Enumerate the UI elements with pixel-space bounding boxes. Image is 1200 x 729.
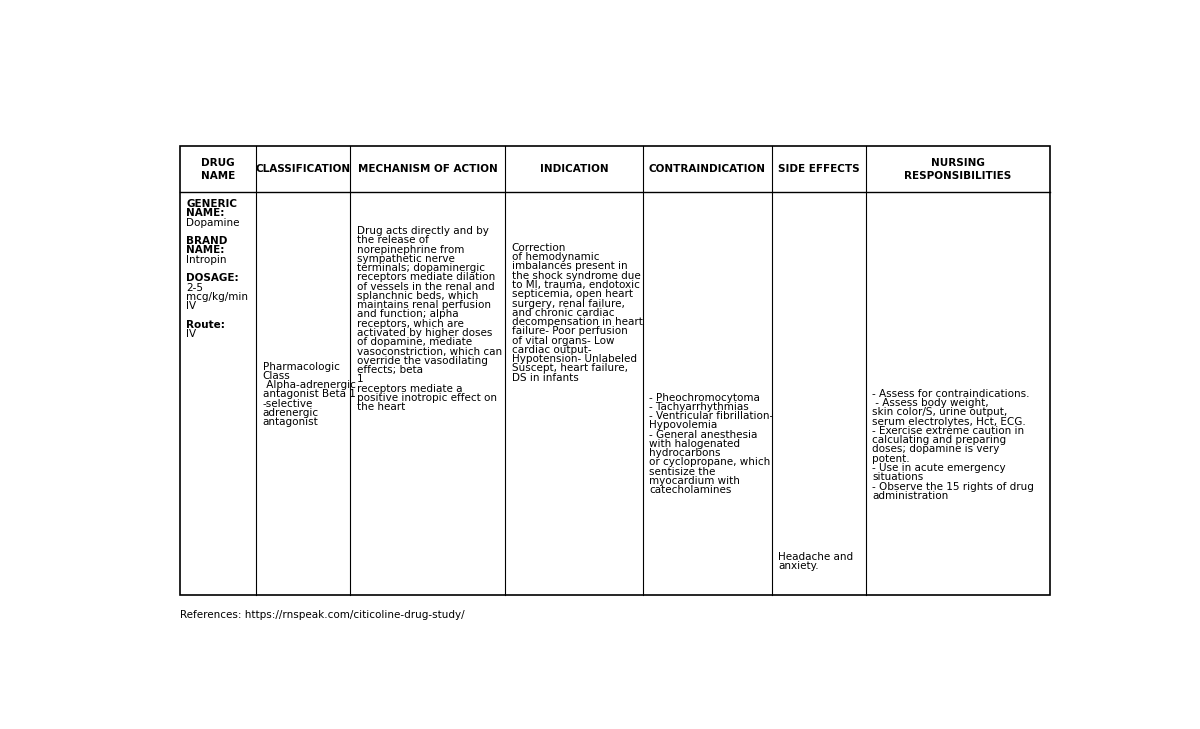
Text: - Assess body weight,: - Assess body weight,	[872, 398, 989, 408]
Text: - General anesthesia: - General anesthesia	[649, 429, 757, 440]
Text: INDICATION: INDICATION	[540, 165, 608, 174]
Text: Route:: Route:	[186, 319, 226, 330]
Text: doses; dopamine is very: doses; dopamine is very	[872, 445, 1000, 454]
Text: of vessels in the renal and: of vessels in the renal and	[356, 281, 494, 292]
Text: decompensation in heart: decompensation in heart	[512, 317, 643, 327]
Text: maintains renal perfusion: maintains renal perfusion	[356, 300, 491, 311]
Text: receptors mediate dilation: receptors mediate dilation	[356, 273, 496, 282]
Text: antagonist Beta 1: antagonist Beta 1	[263, 389, 355, 399]
Text: CLASSIFICATION: CLASSIFICATION	[256, 165, 350, 174]
Text: septicemia, open heart: septicemia, open heart	[512, 289, 632, 300]
Text: DRUG
NAME: DRUG NAME	[200, 158, 235, 181]
Text: and chronic cardiac: and chronic cardiac	[512, 308, 614, 318]
Bar	[180, 147, 1050, 596]
Text: administration: administration	[872, 491, 948, 501]
Text: - Assess for contraindications.: - Assess for contraindications.	[872, 389, 1030, 399]
Text: with halogenated: with halogenated	[649, 439, 740, 449]
Text: NAME:: NAME:	[186, 246, 224, 255]
Text: splanchnic beds, which: splanchnic beds, which	[356, 291, 479, 301]
Text: positive inotropic effect on: positive inotropic effect on	[356, 393, 497, 403]
Text: situations: situations	[872, 472, 924, 483]
Text: NAME:: NAME:	[186, 208, 224, 219]
Text: myocardium with: myocardium with	[649, 476, 740, 486]
Text: the heart: the heart	[356, 402, 406, 412]
Text: - Exercise extreme caution in: - Exercise extreme caution in	[872, 426, 1025, 436]
Text: the release of: the release of	[356, 235, 428, 246]
Text: BRAND: BRAND	[186, 236, 228, 246]
Text: GENERIC: GENERIC	[186, 199, 238, 209]
Text: hydrocarbons: hydrocarbons	[649, 448, 721, 458]
Text: 2-5: 2-5	[186, 283, 203, 292]
Text: receptors mediate a: receptors mediate a	[356, 383, 462, 394]
Text: sentisize the: sentisize the	[649, 467, 715, 477]
Text: cardiac output-: cardiac output-	[512, 345, 592, 355]
Text: surgery, renal failure,: surgery, renal failure,	[512, 299, 625, 308]
Text: catecholamines: catecholamines	[649, 486, 732, 495]
Text: - Tachyarrhythmias: - Tachyarrhythmias	[649, 402, 749, 412]
Text: Dopamine: Dopamine	[186, 218, 240, 227]
Text: Correction: Correction	[512, 243, 566, 253]
Text: -selective: -selective	[263, 399, 313, 408]
Text: anxiety.: anxiety.	[778, 561, 818, 571]
Text: Alpha-adrenergic: Alpha-adrenergic	[263, 380, 355, 390]
Text: - Ventricular fibrillation-: - Ventricular fibrillation-	[649, 411, 774, 421]
Text: - Observe the 15 rights of drug: - Observe the 15 rights of drug	[872, 482, 1034, 491]
Text: of dopamine, mediate: of dopamine, mediate	[356, 338, 472, 347]
Text: to MI, trauma, endotoxic: to MI, trauma, endotoxic	[512, 280, 640, 290]
Text: antagonist: antagonist	[263, 417, 319, 427]
Text: CONTRAINDICATION: CONTRAINDICATION	[649, 165, 766, 174]
Text: Pharmacologic: Pharmacologic	[263, 362, 340, 372]
Text: - Pheochromocytoma: - Pheochromocytoma	[649, 392, 761, 402]
Text: the shock syndrome due: the shock syndrome due	[512, 270, 641, 281]
Text: norepinephrine from: norepinephrine from	[356, 245, 464, 254]
Text: DS in infants: DS in infants	[512, 373, 578, 383]
Text: Hypovolemia: Hypovolemia	[649, 421, 718, 430]
Text: Intropin: Intropin	[186, 254, 227, 265]
Text: adrenergic: adrenergic	[263, 408, 319, 418]
Text: Headache and: Headache and	[778, 552, 853, 562]
Text: DOSAGE:: DOSAGE:	[186, 273, 239, 284]
Text: serum electrolytes, Hct, ECG.: serum electrolytes, Hct, ECG.	[872, 417, 1026, 426]
Text: SIDE EFFECTS: SIDE EFFECTS	[778, 165, 859, 174]
Text: override the vasodilating: override the vasodilating	[356, 356, 487, 366]
Text: 1: 1	[356, 374, 364, 384]
Text: Hypotension- Unlabeled: Hypotension- Unlabeled	[512, 354, 637, 364]
Text: of vital organs- Low: of vital organs- Low	[512, 335, 614, 346]
Text: Class: Class	[263, 371, 290, 381]
Text: calculating and preparing: calculating and preparing	[872, 435, 1007, 445]
Text: potent.: potent.	[872, 453, 910, 464]
Text: - Use in acute emergency: - Use in acute emergency	[872, 463, 1006, 473]
Text: effects; beta: effects; beta	[356, 365, 422, 375]
Text: mcg/kg/min: mcg/kg/min	[186, 292, 248, 302]
Text: activated by higher doses: activated by higher doses	[356, 328, 492, 338]
Text: MECHANISM OF ACTION: MECHANISM OF ACTION	[358, 165, 498, 174]
Text: IV: IV	[186, 329, 197, 339]
Text: failure- Poor perfusion: failure- Poor perfusion	[512, 327, 628, 336]
Text: Drug acts directly and by: Drug acts directly and by	[356, 226, 488, 236]
Text: IV: IV	[186, 301, 197, 311]
Text: References: https://rnspeak.com/citicoline-drug-study/: References: https://rnspeak.com/citicoli…	[180, 609, 464, 620]
Text: skin color/S, urine output,: skin color/S, urine output,	[872, 408, 1008, 418]
Text: sympathetic nerve: sympathetic nerve	[356, 254, 455, 264]
Text: Suscept, heart failure,: Suscept, heart failure,	[512, 363, 628, 373]
Text: NURSING
RESPONSIBILITIES: NURSING RESPONSIBILITIES	[905, 158, 1012, 181]
Text: terminals; dopaminergic: terminals; dopaminergic	[356, 263, 485, 273]
Text: vasoconstriction, which can: vasoconstriction, which can	[356, 346, 502, 356]
Text: receptors, which are: receptors, which are	[356, 319, 463, 329]
Text: or cyclopropane, which: or cyclopropane, which	[649, 457, 770, 467]
Text: of hemodynamic: of hemodynamic	[512, 252, 599, 262]
Text: imbalances present in: imbalances present in	[512, 262, 628, 271]
Text: and function; alpha: and function; alpha	[356, 310, 458, 319]
